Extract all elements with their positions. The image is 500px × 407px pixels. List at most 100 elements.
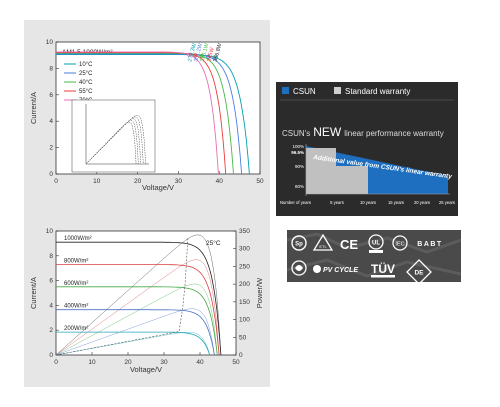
datasheet-charts-panel: 0 10 20 30 40 50 0 2 4 6 8 10 Voltage/V Current/A AM1.… [24,20,270,387]
standard-step-lower [306,166,368,194]
cul-listed-logo: UL [368,234,384,253]
series-power-line [55,308,215,356]
y-label-100: 100% [292,144,304,149]
series-power-line [55,259,220,356]
svg-text:CE: CE [340,237,358,252]
series-line [56,52,227,175]
x-tick-label: 50 [256,178,264,185]
iv-temperature-chart: 0 10 20 30 40 500246810Voltage/VCurrent/AAM1.… [29,39,264,192]
x-label-number-of-years: Number of years [280,200,311,205]
x-tick-label: 10 [88,359,96,366]
svg-text:PV CYCLE: PV CYCLE [323,267,358,274]
y-axis-label: Current/A [29,277,38,309]
babt-logo: BABT [417,241,442,248]
x-tick-label: 20 [134,178,142,185]
warranty-heading: CSUN's NEW linear performance warranty [282,125,444,139]
x-tick-label: 30 [175,178,183,185]
x-tick-label: 40 [216,178,224,185]
series-iv-line [56,241,222,356]
y2-tick-label: 300 [239,246,250,253]
y-tick-label: 0 [49,171,53,178]
tuv-logo: TÜV [371,261,395,278]
series-line [56,54,250,175]
y-tick-label: 2 [49,145,53,152]
y2-tick-label: 350 [239,228,250,235]
series-label: 1000W/m² [64,236,92,242]
legend-label: 25°C [79,71,93,77]
legend-label: 10°C [79,62,93,68]
y-tick-label: 4 [49,302,53,309]
x-tick-label: 0 [54,359,58,366]
series-iv-line [56,286,218,356]
standard-swatch-icon [334,87,341,94]
y2-axis-label: Power/W [255,277,264,308]
brand-swatch-icon [282,87,289,94]
series-line [56,51,219,175]
y-tick-label: 0 [49,352,53,359]
series-power-line [55,283,218,356]
ce-logo: CE [340,237,358,252]
x-axis-label: Voltage/V [142,183,174,192]
inset-series-line [85,121,137,165]
max-power-marker [199,54,204,59]
x-tick-label: 30 [160,359,168,366]
x-tick-label: 20 [124,359,132,366]
max-power-marker [193,53,198,58]
svg-text:BABT: BABT [417,241,442,248]
y-axis-label: Current/A [29,92,38,124]
y-tick-label: 8 [49,65,53,72]
power-label: 279.3W [187,42,198,63]
y-label-96-5: 96.5% [291,150,304,155]
power-label: 323.1W [200,42,211,63]
y2-tick-label: 250 [239,263,250,270]
legend-label: 55°C [79,89,93,95]
x-tick-label: 0 [54,178,58,185]
max-power-marker [206,54,211,59]
standard-step-upper [306,148,336,166]
max-power-marker [212,55,217,60]
legend-label: 40°C [79,80,93,86]
iv-irradiance-chart: 0 10 20 30 40 500246810050100150200250300350V… [29,228,264,374]
series-power-line [55,234,222,356]
y2-tick-label: 100 [239,317,250,324]
series-iv-line [56,331,211,356]
y-label-80: 80% [295,184,304,189]
y-tick-label: 2 [49,327,53,334]
x-label-5-years: 5 years [330,200,344,205]
y-label-90: 90% [295,164,304,169]
series-iv-line [56,309,215,356]
y-tick-label: 10 [46,39,54,46]
svg-text:IEC: IEC [395,242,404,248]
series-line [56,53,243,175]
standard-warranty-label: Standard warranty [345,87,410,96]
plot-area [55,230,237,356]
svg-text:DE: DE [414,270,424,277]
certification-logos-panel: Sp ETL CE UL IEC BABT PV CYCLE [286,230,462,285]
pv-cycle-logo: PV CYCLE [313,265,358,274]
x-axis-label: Voltage/V [130,365,162,374]
power-label: 301.2W [193,42,204,63]
y2-tick-label: 50 [239,334,247,341]
csa-logo: Sp [291,235,307,251]
svg-text:Sp: Sp [295,242,303,248]
series-label: 400W/m² [64,304,88,310]
series-label: 600W/m² [64,281,88,287]
x-label-20-years: 20 years [414,200,430,205]
ctl-logo [291,260,307,276]
x-label-25-years: 25 years [439,200,455,205]
y-tick-label: 6 [49,92,53,99]
svg-text:UL: UL [372,241,380,247]
y2-tick-label: 150 [239,299,250,306]
power-label: 345W [206,46,216,62]
y2-tick-label: 0 [239,352,243,359]
series-line [56,52,234,175]
series-iv-line [56,264,220,356]
y-tick-label: 8 [49,253,53,260]
svg-text:TÜV: TÜV [371,261,395,276]
power-label: 366.8W [213,42,224,63]
x-tick-label: 40 [196,359,204,366]
x-label-10-years: 10 years [360,200,376,205]
x-tick-label: 50 [232,359,240,366]
x-label-15-years: 15 years [388,200,404,205]
series-label: 200W/m² [64,326,88,332]
